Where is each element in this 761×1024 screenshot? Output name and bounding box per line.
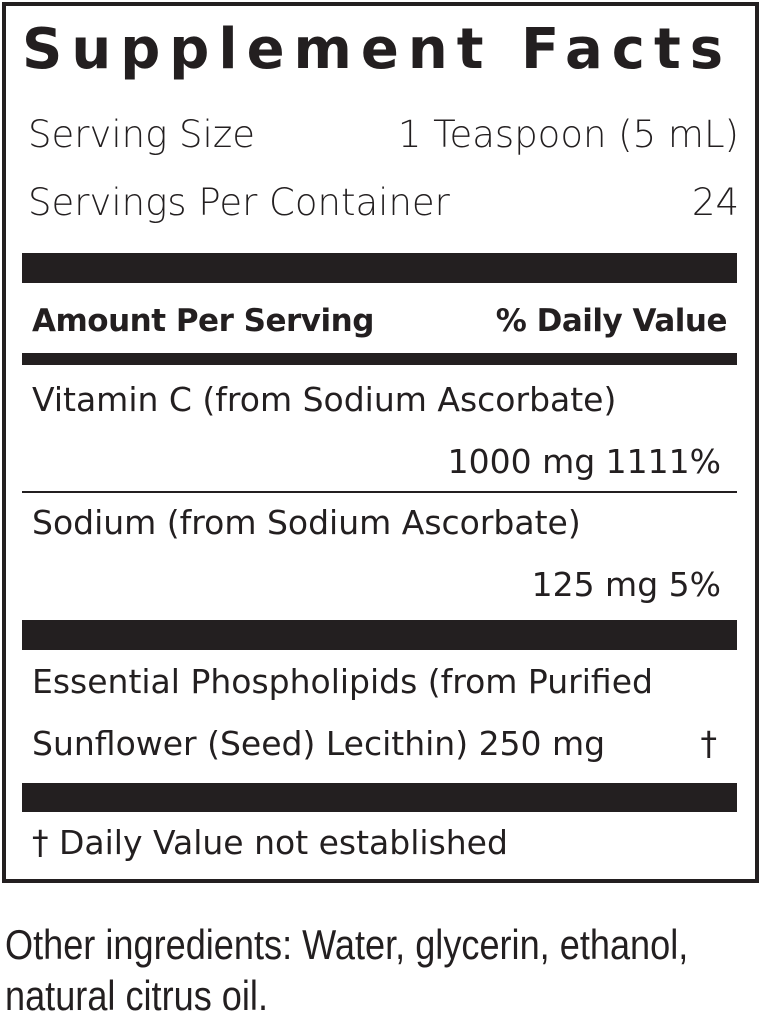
nutrient-amount-dv: 1000 mg 1111% <box>447 442 721 481</box>
nutrient-name: Sodium (from Sodium Ascorbate) <box>32 503 581 542</box>
other-ingredients-line2: natural citrus oil. <box>5 972 268 1019</box>
medium-divider <box>22 353 737 365</box>
phospholipids-line1: Essential Phospholipids (from Purified <box>32 662 653 701</box>
daily-value-header: % Daily Value <box>495 303 728 339</box>
phospholipids-dv: † <box>700 724 718 763</box>
servings-per-container-label: Servings Per Container <box>28 181 450 224</box>
nutrient-amount-dv: 125 mg 5% <box>531 565 721 604</box>
thin-divider <box>22 491 737 493</box>
thick-divider <box>22 253 737 283</box>
amount-per-serving-header: Amount Per Serving <box>32 303 374 339</box>
serving-size-value: 1 Teaspoon (5 mL) <box>397 113 739 156</box>
other-ingredients-line1: Other ingredients: Water, glycerin, etha… <box>5 921 689 968</box>
thick-divider <box>22 620 737 650</box>
serving-size-label: Serving Size <box>28 113 256 156</box>
phospholipids-line2: Sunflower (Seed) Lecithin) 250 mg <box>32 724 606 763</box>
thick-divider <box>22 783 737 812</box>
panel-title: Supplement Facts <box>22 17 733 82</box>
footnote: † Daily Value not established <box>32 823 508 862</box>
supplement-facts-panel <box>2 2 759 883</box>
servings-per-container-value: 24 <box>691 181 739 224</box>
nutrient-name: Vitamin C (from Sodium Ascorbate) <box>32 380 617 419</box>
